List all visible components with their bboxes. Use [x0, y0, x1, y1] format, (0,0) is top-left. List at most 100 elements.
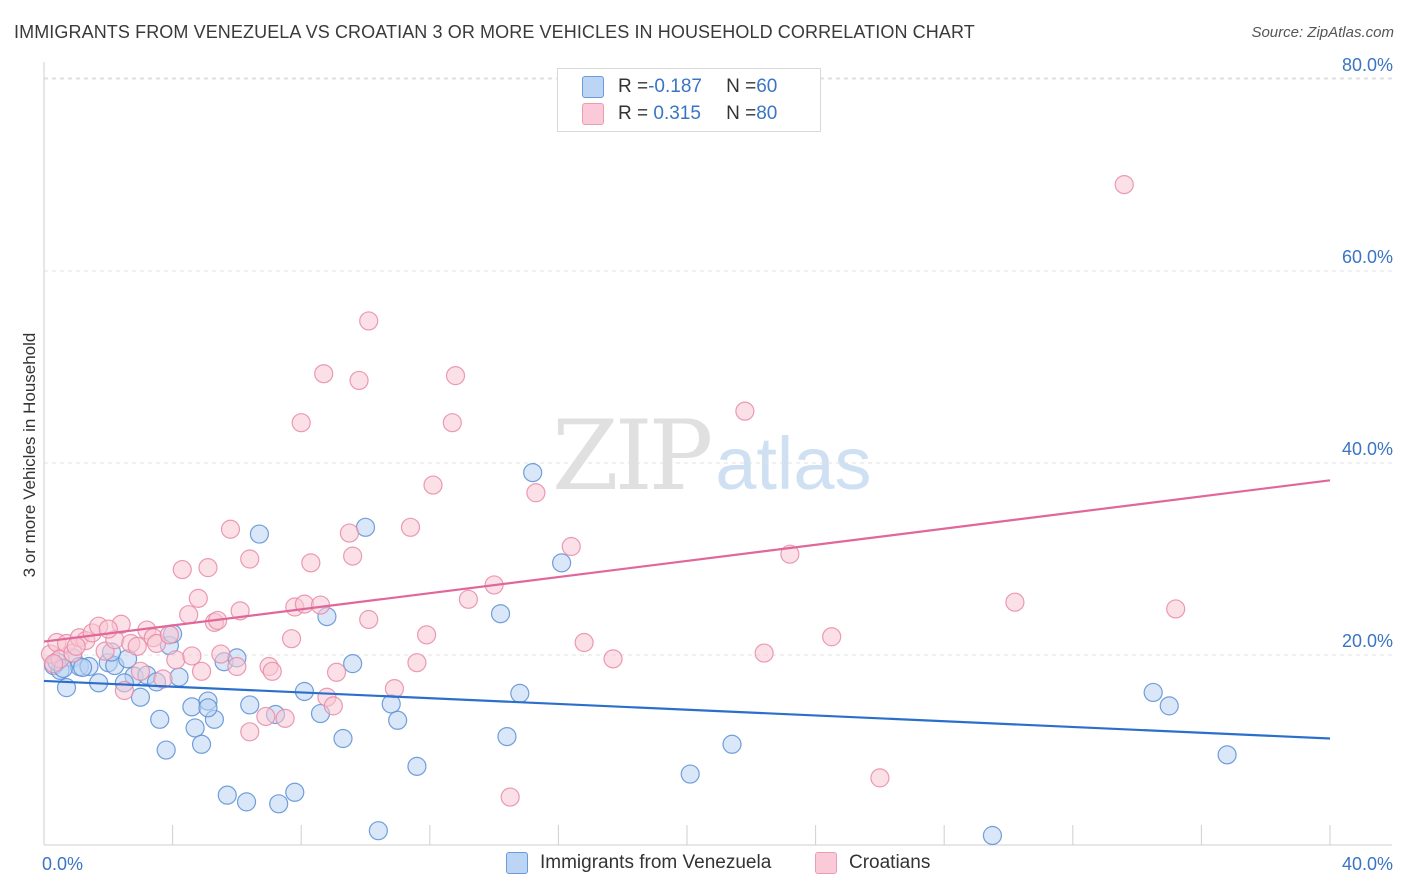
point-croatian — [301, 553, 321, 573]
point-croatian — [188, 588, 208, 608]
point-venezuela — [552, 553, 572, 573]
point-croatian — [1005, 592, 1025, 612]
point-croatian — [130, 661, 151, 681]
trendline-venezuela — [43, 679, 1331, 740]
point-croatian — [500, 787, 520, 807]
point-croatian — [291, 413, 311, 433]
point-venezuela — [185, 718, 205, 738]
point-croatian — [220, 519, 241, 539]
point-croatian — [275, 708, 295, 728]
point-venezuela — [355, 517, 376, 537]
trendline-croatian — [43, 479, 1331, 643]
point-venezuela — [150, 709, 170, 729]
legend-r-value: -0.187 — [648, 76, 702, 97]
point-venezuela — [680, 764, 700, 784]
point-venezuela — [285, 782, 305, 802]
legend-row-venezuela: R = -0.187 N = 60 — [582, 75, 777, 99]
point-croatian — [407, 653, 427, 673]
series-name-croatians: Croatians — [849, 852, 931, 873]
legend-n-label: N = — [726, 76, 757, 97]
point-venezuela — [333, 728, 353, 749]
x-tick-label: 0.0% — [42, 854, 83, 874]
point-croatian — [423, 475, 443, 495]
series-swatch-croatians — [815, 852, 837, 874]
point-croatian — [359, 609, 379, 630]
point-croatian — [44, 654, 64, 674]
point-croatian — [349, 370, 369, 391]
point-venezuela — [191, 734, 212, 754]
point-croatian — [780, 544, 800, 564]
point-croatian — [66, 636, 86, 656]
point-croatian — [256, 706, 276, 727]
point-croatian — [182, 646, 202, 666]
legend-swatch-venezuela — [582, 76, 604, 98]
point-venezuela — [72, 657, 93, 678]
series-legend: Immigrants from Venezuela Croatians — [0, 852, 1406, 876]
point-venezuela — [240, 695, 260, 715]
y-tick-label: 20.0% — [1342, 631, 1393, 651]
point-croatian — [326, 662, 347, 682]
point-croatian — [314, 364, 334, 384]
series-legend-croatians: Croatians — [815, 852, 930, 874]
point-venezuela — [388, 710, 408, 730]
point-venezuela — [982, 825, 1003, 846]
point-venezuela — [182, 697, 202, 717]
point-venezuela — [722, 734, 742, 754]
point-croatian — [870, 768, 890, 788]
point-venezuela — [490, 604, 511, 624]
y-tick-label: 60.0% — [1342, 247, 1393, 267]
point-croatian — [339, 523, 360, 543]
point-croatian — [240, 549, 260, 569]
point-croatian — [343, 546, 363, 566]
point-croatian — [603, 649, 623, 669]
point-croatian — [561, 536, 581, 557]
point-venezuela — [169, 667, 189, 687]
legend-n-value: 80 — [756, 103, 778, 124]
point-croatian — [262, 661, 282, 681]
point-venezuela — [407, 756, 427, 776]
point-venezuela — [1143, 682, 1163, 703]
point-croatian — [400, 517, 421, 537]
point-croatian — [172, 559, 192, 580]
point-croatian — [735, 401, 755, 421]
stats-legend: R = -0.187 N = 60 R = 0.315 N = 80 — [557, 68, 821, 132]
point-venezuela — [249, 524, 270, 544]
legend-row-croatians: R = 0.315 N = 80 — [582, 102, 777, 126]
series-name-venezuela: Immigrants from Venezuela — [540, 852, 772, 873]
legend-n-label: N = — [726, 103, 757, 124]
point-croatian — [179, 605, 199, 625]
legend-n-value: 60 — [756, 76, 778, 97]
point-croatian — [114, 680, 134, 701]
point-croatian — [754, 643, 774, 663]
point-venezuela — [130, 687, 151, 707]
point-venezuela — [156, 740, 176, 760]
point-croatian — [445, 366, 466, 386]
x-tick-label: 40.0% — [1342, 854, 1393, 874]
series-swatch-venezuela — [506, 852, 528, 874]
point-croatian — [359, 311, 379, 331]
point-croatian — [1166, 599, 1186, 619]
series-legend-venezuela: Immigrants from Venezuela — [506, 852, 771, 874]
point-venezuela — [343, 654, 363, 674]
point-croatian — [458, 589, 478, 609]
point-croatian — [1114, 175, 1134, 195]
point-venezuela — [368, 821, 388, 841]
point-croatian — [159, 625, 179, 645]
point-venezuela — [269, 794, 289, 814]
point-venezuela — [198, 698, 218, 718]
point-croatian — [166, 650, 186, 670]
point-venezuela — [523, 463, 543, 483]
point-croatian — [211, 644, 231, 664]
legend-r-label: R = — [618, 103, 649, 124]
point-croatian — [153, 669, 173, 689]
point-croatian — [384, 678, 405, 699]
point-croatian — [240, 722, 260, 742]
point-venezuela — [497, 726, 517, 747]
point-venezuela — [510, 683, 530, 704]
point-croatian — [127, 636, 147, 656]
point-croatian — [416, 625, 437, 645]
legend-r-value: 0.315 — [648, 103, 701, 124]
y-tick-label: 40.0% — [1342, 439, 1393, 459]
point-croatian — [442, 413, 462, 433]
